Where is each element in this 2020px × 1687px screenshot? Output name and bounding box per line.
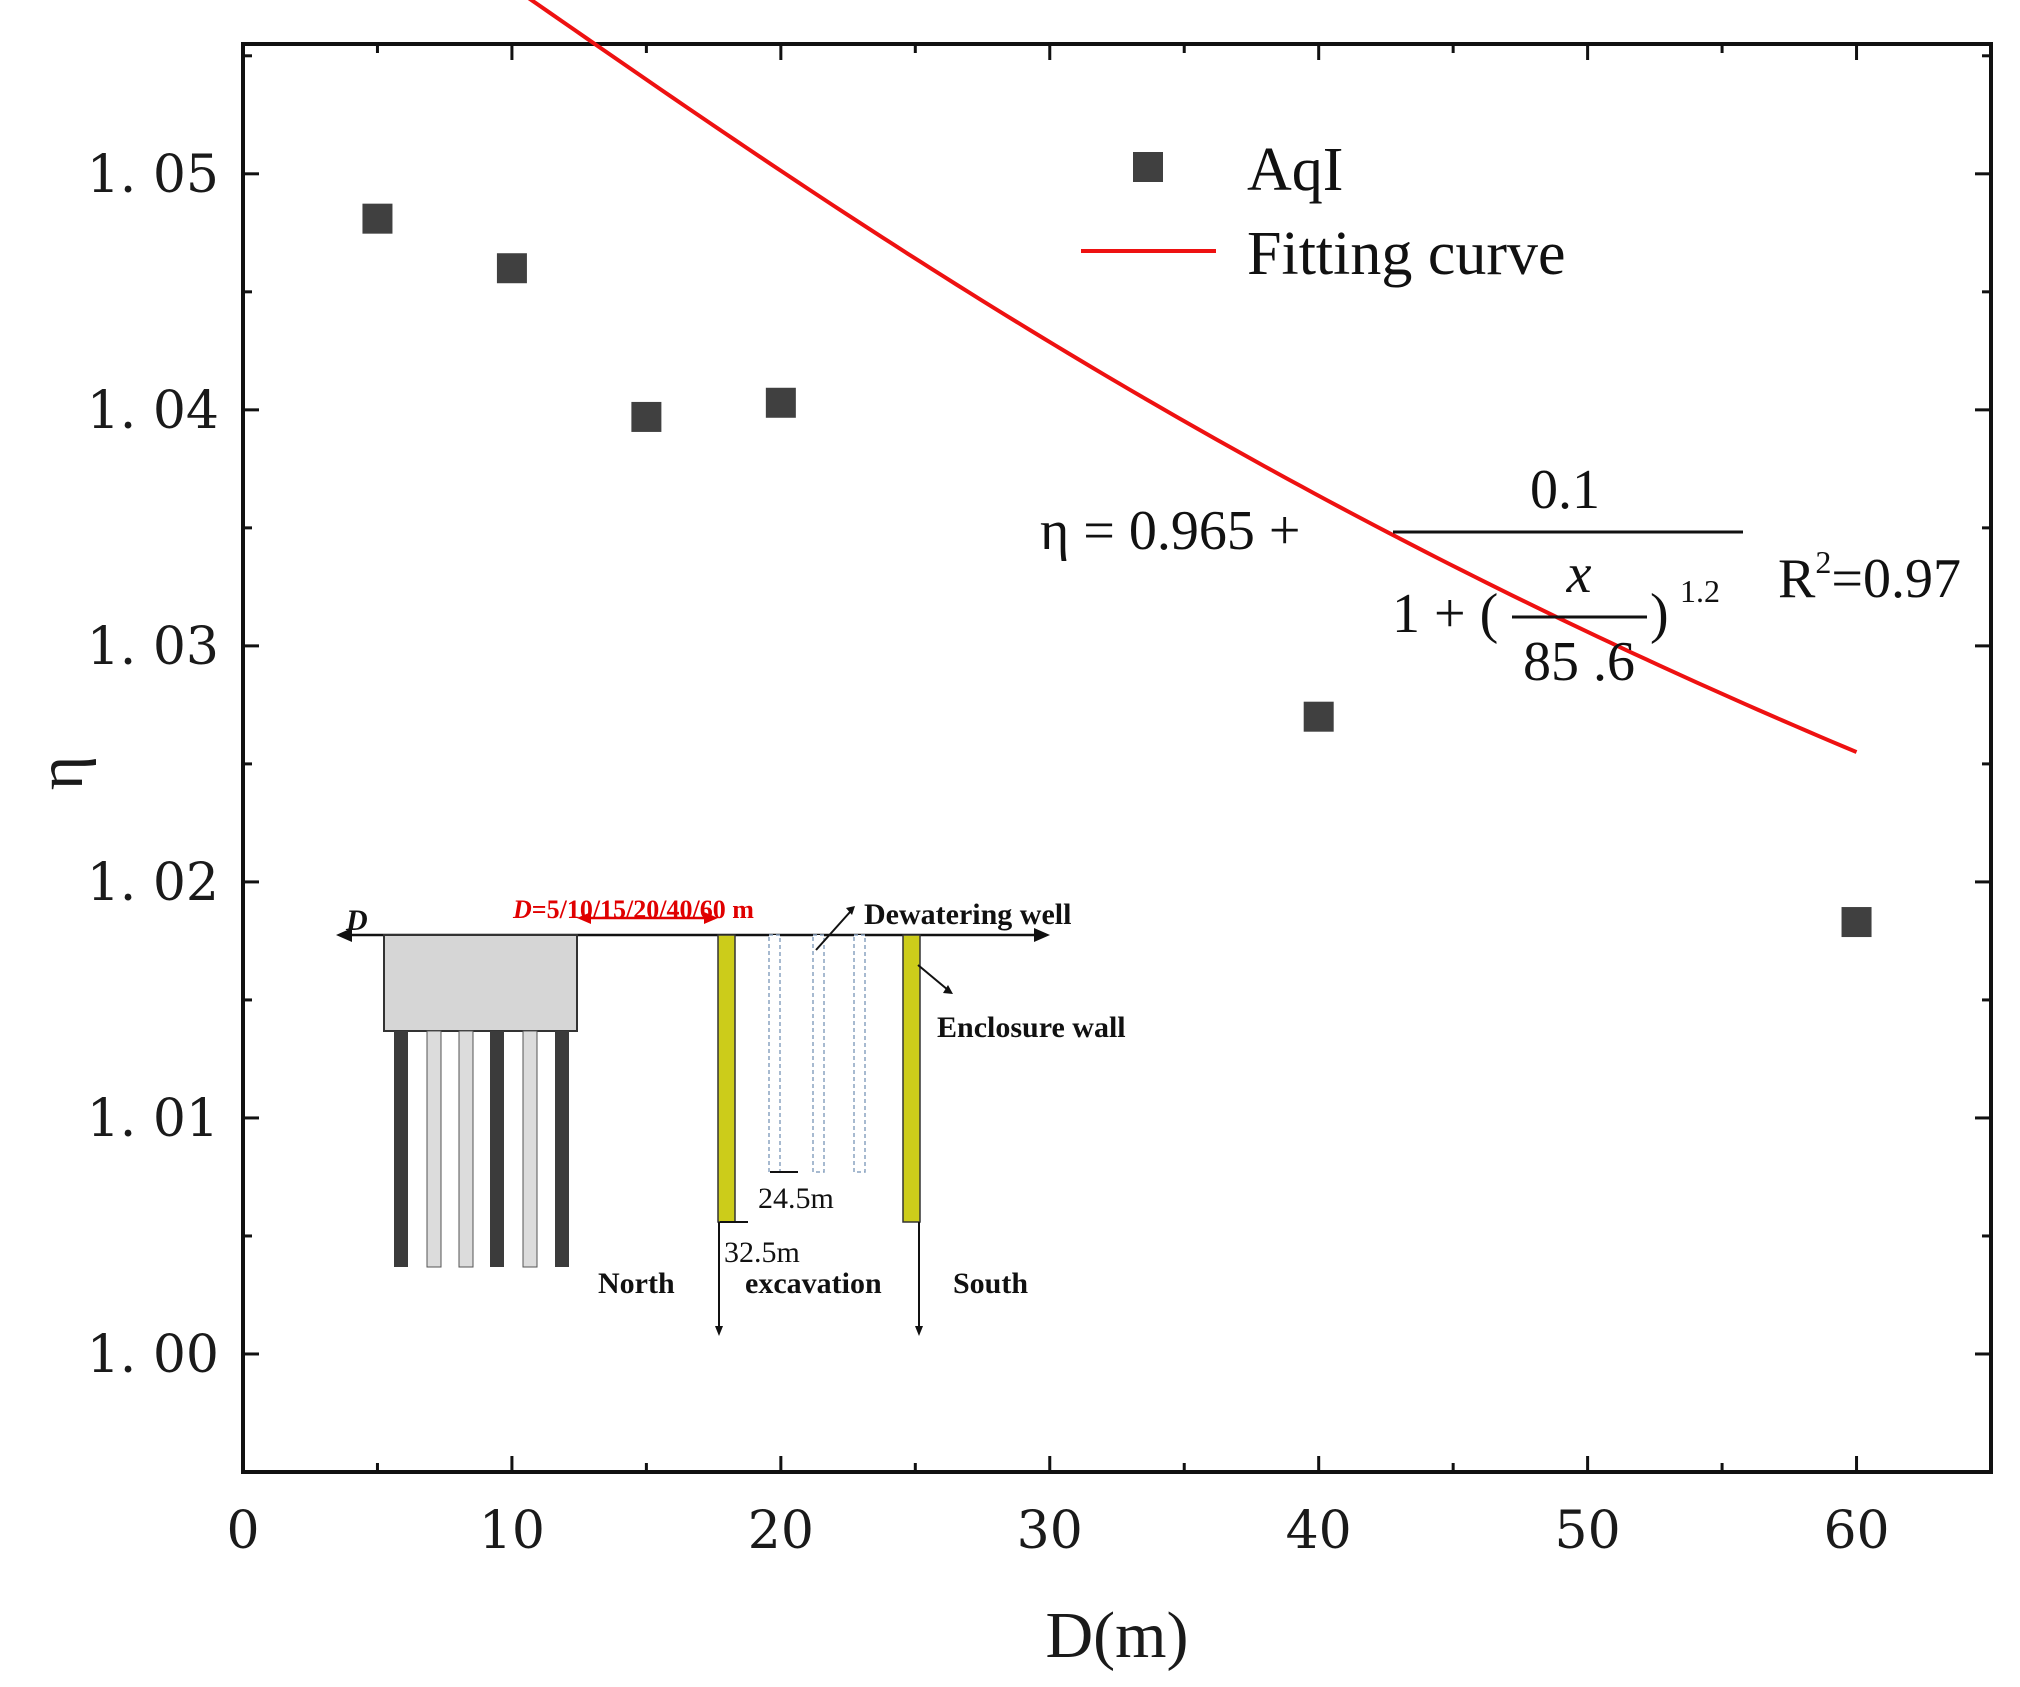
- wall-depth-label: 32.5m: [724, 1236, 800, 1269]
- south-wall-arrow-head: [915, 1326, 923, 1336]
- equation-numerator: 0.1: [1530, 459, 1600, 521]
- y-tick-label: 1. 00: [87, 1325, 219, 1385]
- dewatering-well: [812, 934, 825, 1173]
- pile: [490, 1031, 504, 1267]
- ground-arrow-left: [336, 928, 352, 942]
- x-tick-label: 50: [1555, 1501, 1621, 1561]
- inset-d-symbol: D: [345, 904, 368, 937]
- pile-cap: [383, 934, 578, 1032]
- pile: [555, 1031, 569, 1267]
- x-tick-label: 30: [1017, 1501, 1083, 1561]
- x-tick-label: 40: [1286, 1501, 1352, 1561]
- well-pointer-head: [846, 906, 855, 915]
- well-pointer: [815, 911, 851, 951]
- aqi-data-point: [631, 401, 662, 432]
- well-depth-label: 24.5m: [758, 1182, 834, 1215]
- y-tick-label: 1. 03: [87, 617, 219, 677]
- aqi-data-point: [496, 253, 527, 284]
- y-axis-title: η: [24, 756, 97, 791]
- legend-label-aqi: AqI: [1247, 136, 1343, 204]
- distance-label: D=5/10/15/20/40/60 m: [512, 895, 754, 924]
- equation-inner-numerator: x: [1566, 543, 1592, 605]
- pile: [458, 1030, 474, 1268]
- x-tick-label: 0: [226, 1501, 259, 1561]
- y-tick-label: 1. 01: [87, 1089, 219, 1149]
- pile: [522, 1030, 538, 1268]
- legend-marker-aqi: [1133, 152, 1163, 182]
- axis-tick-labels: 0 10 20 30 40 50 60 1. 00 1. 01 1. 02 1. 03 1. 04 1.…: [87, 145, 1890, 1561]
- y-tick-label: 1. 05: [87, 145, 219, 205]
- ground-arrow-right: [1034, 928, 1050, 942]
- inset-diagram: D D=5/10/15/20/40/60 m Dewatering well E…: [336, 895, 1126, 1336]
- aqi-data-point: [362, 203, 393, 234]
- distance-arrow-right-head: [704, 912, 718, 924]
- enclosure-wall-south: [902, 934, 921, 1223]
- distance-arrow-left-head: [577, 912, 591, 924]
- aqi-data-point: [1841, 907, 1872, 938]
- x-tick-label: 20: [748, 1501, 814, 1561]
- r-squared: R2=0.97: [1778, 544, 1961, 610]
- equation-inner-denominator: 85 .6: [1523, 631, 1635, 693]
- y-tick-label: 1. 04: [87, 381, 219, 441]
- dewatering-well: [768, 934, 781, 1173]
- north-wall-arrow-head: [715, 1326, 723, 1336]
- aqi-data-point: [765, 387, 796, 418]
- south-label: South: [953, 1267, 1028, 1300]
- pile: [394, 1031, 408, 1267]
- fitting-curve-line: [527, 0, 1858, 754]
- equation-denominator-prefix: 1 + (: [1392, 583, 1498, 645]
- y-tick-label: 1. 02: [87, 853, 219, 913]
- aqi-series: [362, 203, 1872, 938]
- legend: AqI Fitting curve: [1081, 136, 1566, 288]
- fit-equation: η = 0.965 + 0.1 1 + ( x 85 .6 ) 1.2 R2=0…: [1040, 459, 1961, 693]
- legend-label-fitting: Fitting curve: [1247, 220, 1566, 288]
- plot-frame: [241, 42, 1993, 1474]
- x-tick-label: 10: [479, 1501, 545, 1561]
- equation-lhs: η = 0.965 +: [1040, 500, 1300, 562]
- pile: [426, 1030, 442, 1268]
- wall-pointer: [917, 964, 949, 991]
- axis-ticks: [241, 44, 1993, 1474]
- enclosure-wall-north: [717, 934, 736, 1223]
- equation-denominator-suffix: ): [1650, 583, 1669, 645]
- x-tick-label: 60: [1823, 1501, 1889, 1561]
- enclosure-wall-label: Enclosure wall: [937, 1011, 1126, 1044]
- x-axis-title: D(m): [1046, 1599, 1189, 1672]
- equation-exponent: 1.2: [1680, 573, 1720, 609]
- dewatering-well-label: Dewatering well: [864, 898, 1071, 931]
- excavation-label: excavation: [745, 1267, 882, 1300]
- wall-pointer-head: [943, 985, 953, 994]
- aqi-data-point: [1303, 701, 1334, 732]
- north-label: North: [598, 1267, 675, 1300]
- dewatering-well: [853, 934, 866, 1173]
